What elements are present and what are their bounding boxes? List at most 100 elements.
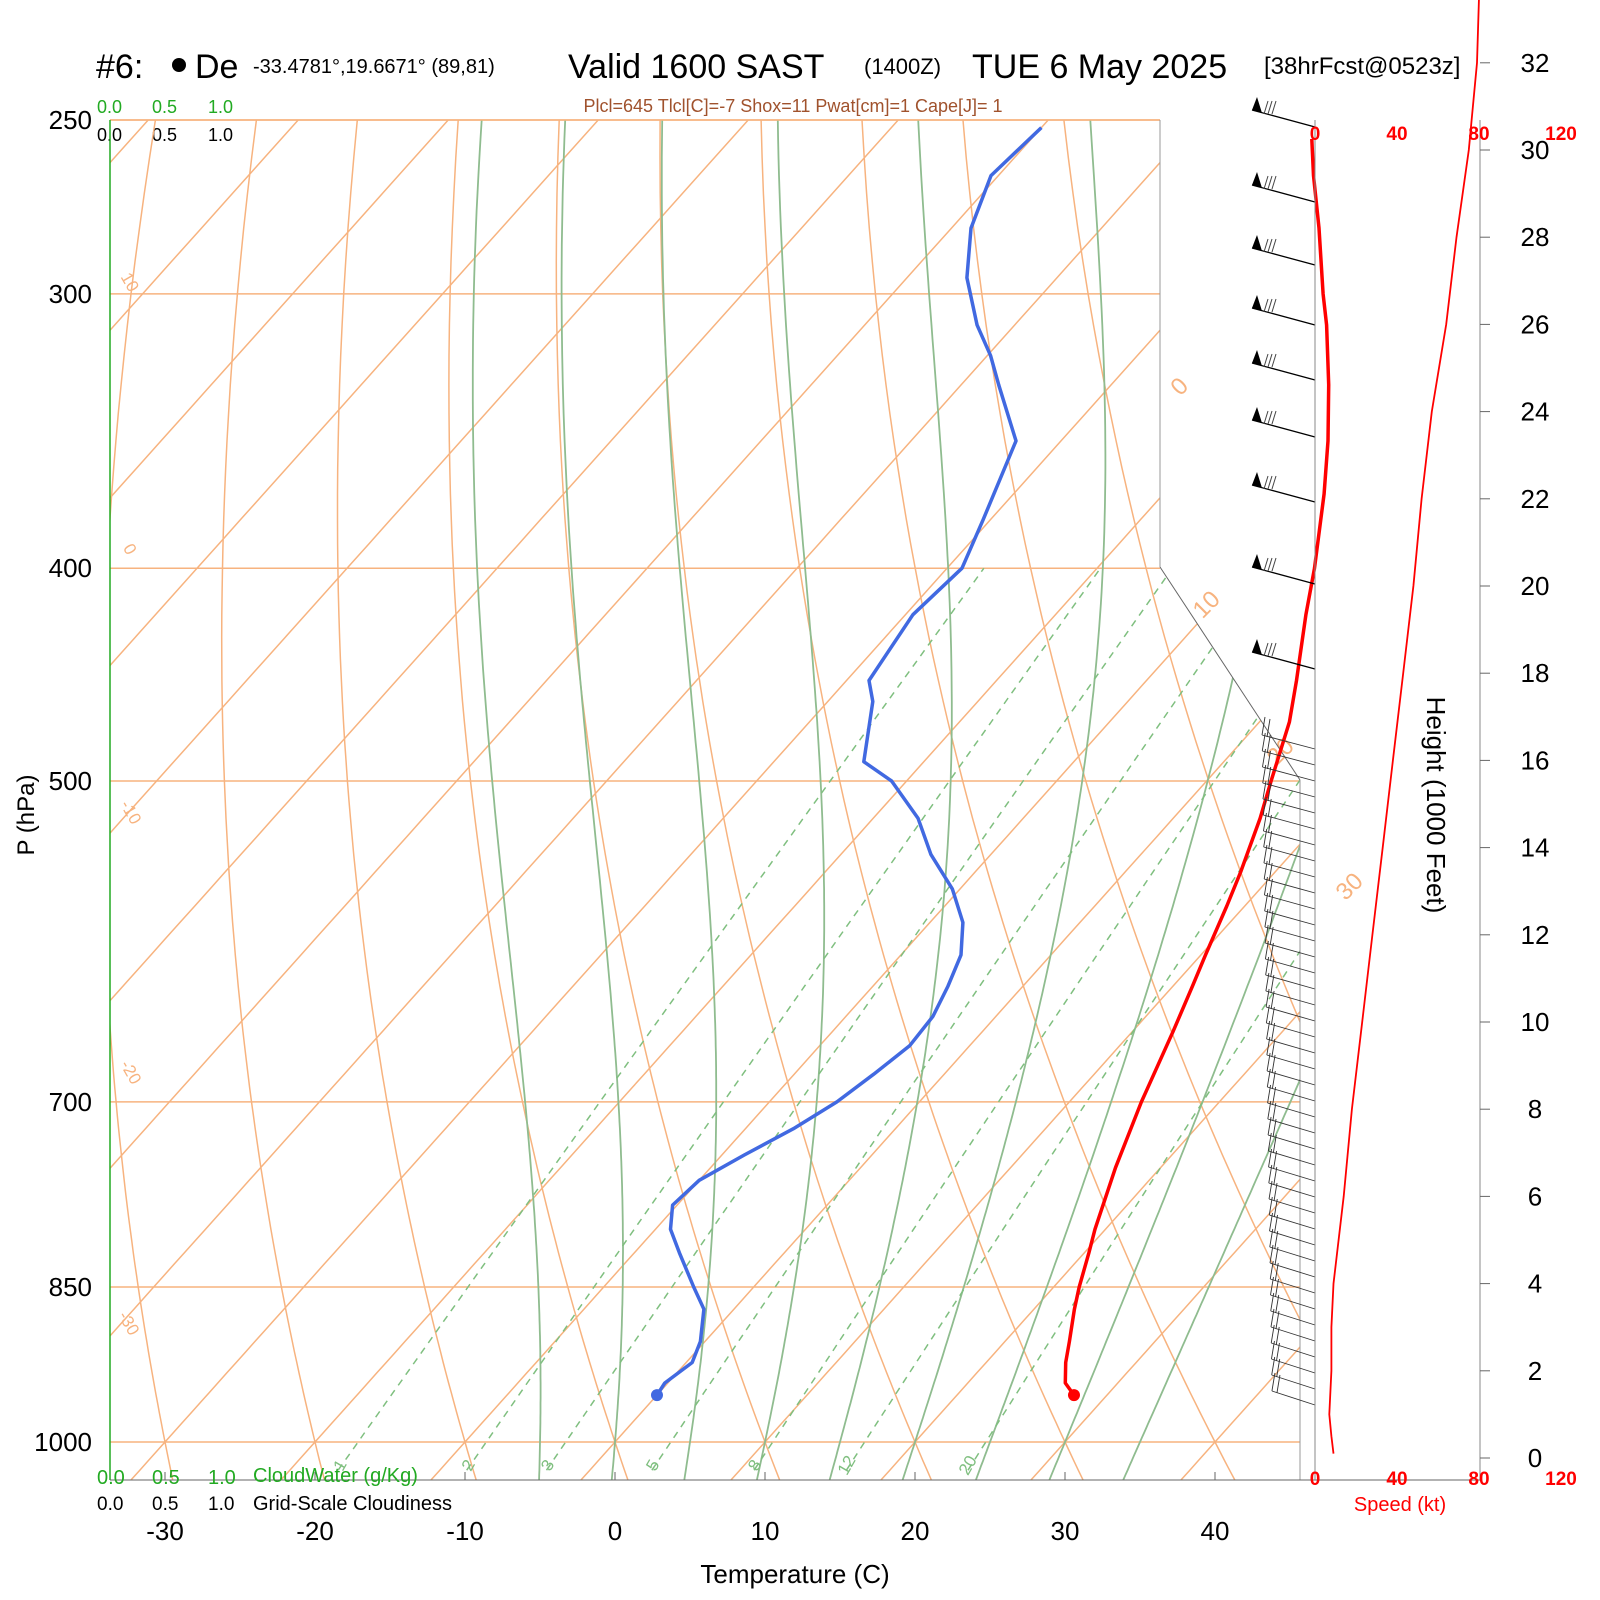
wind-barb-shaft xyxy=(1271,1358,1316,1374)
cloudwater-scale-tick: 1.0 xyxy=(208,97,233,117)
height-tick-label: 20 xyxy=(1521,571,1550,601)
wind-barb-shaft xyxy=(1264,910,1316,926)
wind-barb-feather xyxy=(1265,988,1270,1008)
wind-barb-feather xyxy=(1268,1164,1273,1184)
isotherm-line xyxy=(1172,120,1300,1480)
moist-adiabat-line xyxy=(1045,120,1300,1480)
wind-barb-feather xyxy=(1275,1310,1280,1330)
temperature-tick-label: 0 xyxy=(608,1516,622,1546)
height-tick-label: 22 xyxy=(1521,484,1550,514)
dry-adiabat-label: -10 xyxy=(116,797,145,828)
wind-barb-feather xyxy=(1268,1148,1272,1168)
pressure-tick-label: 850 xyxy=(49,1272,92,1302)
wind-barb-shaft xyxy=(1262,750,1316,766)
wind-barb-feather xyxy=(1269,942,1274,962)
wind-barb-feather xyxy=(1276,1342,1280,1362)
wind-barbs xyxy=(1251,97,1316,1406)
wind-barb-feather xyxy=(1263,844,1268,864)
height-tick-label: 26 xyxy=(1521,309,1550,339)
wind-barb-feather xyxy=(1269,910,1274,930)
height-tick-label: 4 xyxy=(1528,1269,1542,1299)
height-tick-label: 0 xyxy=(1528,1443,1542,1473)
wind-barb-shaft xyxy=(1251,184,1316,203)
wind-barb-feather xyxy=(1272,1134,1277,1154)
wind-barb-feather xyxy=(1273,1198,1278,1218)
mixing-ratio-line xyxy=(753,567,1300,1471)
wind-barb-feather xyxy=(1267,1084,1272,1104)
wind-barb-feather xyxy=(1267,642,1273,657)
height-tick-label: 30 xyxy=(1521,135,1550,165)
mixing-ratio-line xyxy=(967,567,1300,1471)
pressure-tick-label: 250 xyxy=(49,105,92,135)
height-tick-label: 2 xyxy=(1528,1356,1542,1386)
temperature-tick-label: -10 xyxy=(446,1516,484,1546)
moist-adiabat-line xyxy=(754,120,826,1480)
moist-adiabat-line xyxy=(971,120,1295,1480)
cloudiness-scale-tick: 0.5 xyxy=(152,125,177,145)
wind-barb-feather xyxy=(1271,557,1277,572)
height-tick-label: 32 xyxy=(1521,48,1550,78)
zulu-time: (1400Z) xyxy=(864,54,941,79)
temperature-tick-label: -20 xyxy=(296,1516,334,1546)
wind-barb-shaft xyxy=(1263,846,1316,862)
wind-barb-shaft xyxy=(1261,734,1316,750)
wind-barb-feather xyxy=(1270,1292,1275,1312)
station-coords: -33.4781°,19.6671° (89,81) xyxy=(253,56,495,78)
wind-barb-feather xyxy=(1267,298,1273,313)
wind-barb-feather xyxy=(1271,1372,1276,1392)
mixing-ratio-label: 3 xyxy=(537,1456,558,1474)
isotherm-line xyxy=(122,120,1300,1480)
pressure-tick-label: 400 xyxy=(49,553,92,583)
wind-barb-feather xyxy=(1271,475,1277,490)
wind-barb-feather xyxy=(1261,716,1266,736)
wind-barb-feather xyxy=(1269,926,1274,946)
cloudiness-label: Grid-Scale Cloudiness xyxy=(253,1493,452,1515)
wind-barb-feather xyxy=(1267,175,1273,190)
dry-adiabat-line xyxy=(220,120,328,1480)
wind-barb-shaft xyxy=(1251,362,1316,381)
dry-adiabat-line xyxy=(1559,81,1600,1488)
wind-barb-shaft xyxy=(1264,894,1316,910)
dry-adiabat-line xyxy=(448,120,632,1480)
wind-barb-feather xyxy=(1274,1214,1278,1234)
wind-barb-feather xyxy=(1268,878,1273,898)
dry-adiabat-line xyxy=(336,120,480,1480)
wind-barb-feather xyxy=(1269,1244,1274,1264)
wind-barb-feather xyxy=(1270,1324,1275,1344)
wind-barb-shaft xyxy=(1262,766,1316,782)
height-tick-label: 24 xyxy=(1521,397,1550,427)
dewpoint-profile-line xyxy=(655,126,1043,1397)
cloudwater-scale-tick: 0.5 xyxy=(152,97,177,117)
wind-barb-feather xyxy=(1263,557,1269,572)
dry-adiabat-label: 0 xyxy=(119,540,140,558)
cloudwater-scale-tick: 0.0 xyxy=(97,97,122,117)
moist-adiabat-line xyxy=(560,120,624,1480)
dry-adiabat-line xyxy=(555,120,784,1480)
cloudiness-scale-tick: 1.0 xyxy=(208,1494,234,1515)
wind-barb-feather xyxy=(1270,958,1275,978)
mixing-ratio-label: 2 xyxy=(458,1456,479,1474)
speed-tick-label: 120 xyxy=(1545,1469,1577,1490)
station-id: #6: xyxy=(96,48,143,86)
wind-barb-shaft xyxy=(1251,566,1316,585)
height-tick-label: 18 xyxy=(1521,658,1550,688)
wind-barb-feather xyxy=(1275,1294,1280,1314)
wind-barb-feather xyxy=(1271,298,1277,313)
wind-barb-feather xyxy=(1275,1326,1280,1346)
wind-barb-feather xyxy=(1267,410,1273,425)
isotherm-line xyxy=(872,120,1300,1480)
wind-barb-feather xyxy=(1273,1182,1278,1202)
wind-barb-feather xyxy=(1262,764,1267,784)
temperature-tick-label: 20 xyxy=(901,1516,930,1546)
speed-tick-label: 80 xyxy=(1468,1469,1489,1490)
height-tick-label: 16 xyxy=(1521,745,1550,775)
wind-barb-pennant xyxy=(1252,235,1262,251)
wind-barb-shaft xyxy=(1251,651,1316,670)
isotherm-line xyxy=(110,120,634,1480)
wind-barb-feather xyxy=(1267,750,1271,770)
wind-barb-pennant xyxy=(1252,295,1262,311)
wind-barb-shaft xyxy=(1251,419,1316,438)
wind-barb-shaft xyxy=(1263,830,1316,846)
